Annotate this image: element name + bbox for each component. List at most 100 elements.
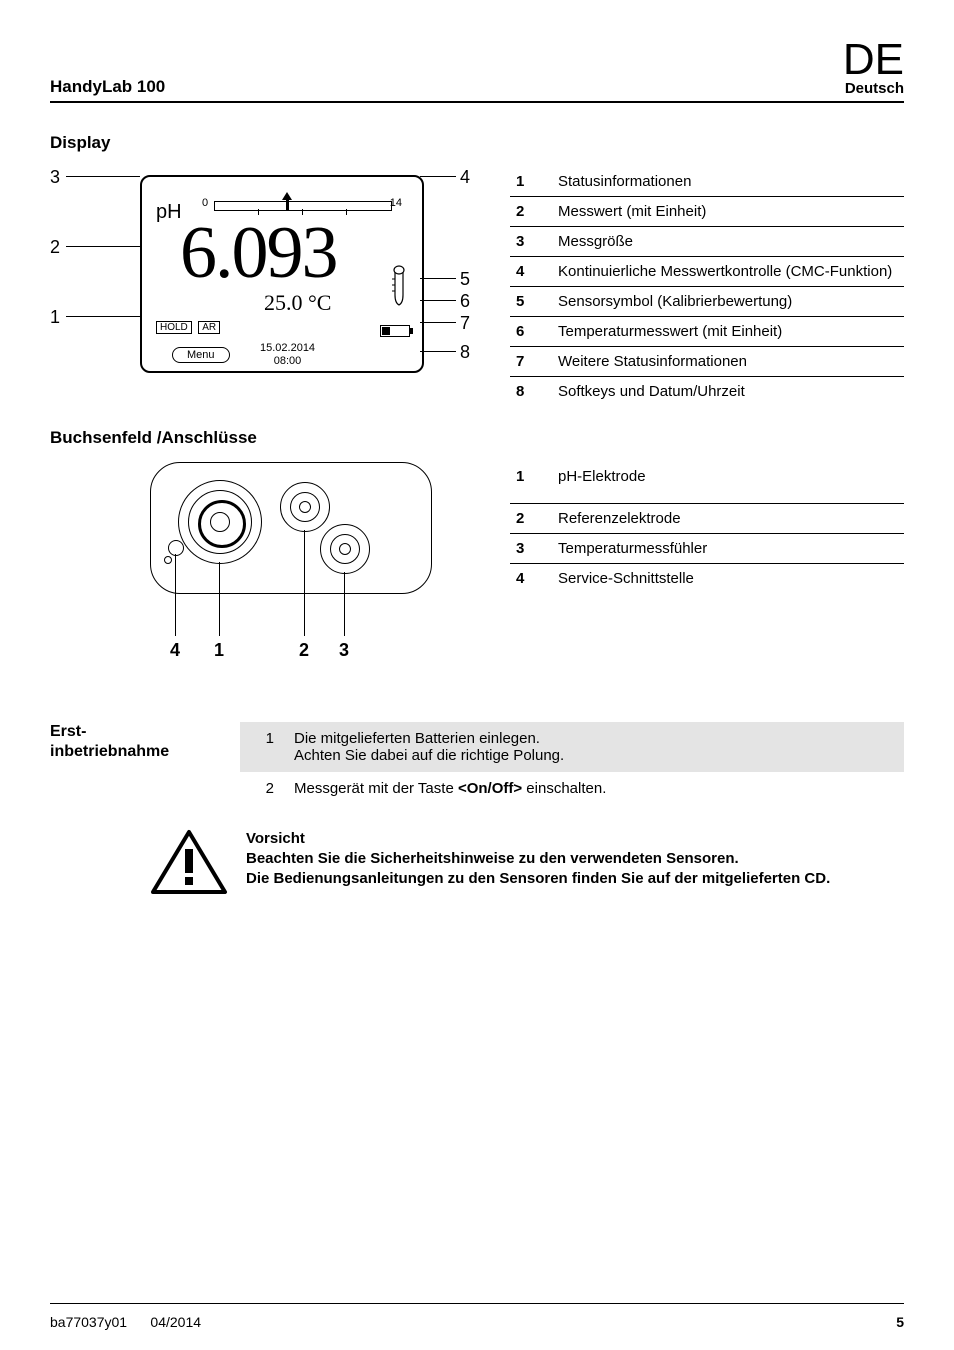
- callout-8: 8: [460, 342, 470, 363]
- dot-icon: [164, 556, 172, 564]
- legend-text: Statusinformationen: [552, 167, 904, 197]
- table-row: 8Softkeys und Datum/Uhrzeit: [510, 376, 904, 406]
- date-text: 15.02.2014: [260, 342, 315, 354]
- legend-num: 8: [510, 376, 552, 406]
- step-text-after: einschalten.: [522, 780, 606, 797]
- leader-line: [420, 322, 456, 323]
- temp-value: 25.0 °C: [264, 290, 331, 316]
- display-figure: 3 2 1 pH 0 14: [50, 167, 480, 397]
- warning-icon: [150, 829, 228, 897]
- scale-arrow-icon: [282, 192, 292, 200]
- erst-label-2: inbetriebnahme: [50, 743, 169, 760]
- callout-3: 3: [50, 167, 60, 188]
- leader-line: [304, 530, 305, 636]
- jack-center: [339, 543, 351, 555]
- callout-6: 6: [460, 291, 470, 312]
- table-row: 1 Die mitgelieferten Batterien einlegen.…: [240, 722, 904, 772]
- page-footer: ba77037y01 04/2014 5: [50, 1303, 904, 1330]
- legend-text: Messgröße: [552, 226, 904, 256]
- scale-track: [214, 201, 392, 211]
- footer-left: ba77037y01 04/2014: [50, 1314, 201, 1330]
- legend-text: Messwert (mit Einheit): [552, 196, 904, 226]
- time-text: 08:00: [274, 355, 302, 367]
- table-row: 7Weitere Statusinformationen: [510, 346, 904, 376]
- conn-label-3: 3: [339, 640, 349, 661]
- scale-marker: [286, 200, 289, 210]
- table-row: 2Referenzelektrode: [510, 503, 904, 533]
- table-row: 2 Messgerät mit der Taste <On/Off> einsc…: [240, 772, 904, 805]
- conn-label-4: 4: [170, 640, 180, 661]
- connector-figure: 4 1 2 3: [150, 462, 450, 672]
- leader-line: [344, 572, 345, 636]
- footer-date: 04/2014: [150, 1314, 201, 1330]
- legend-text: Temperaturmessfühler: [552, 533, 904, 563]
- section-title-connectors: Buchsenfeld /Anschlüsse: [50, 428, 904, 448]
- callout-7: 7: [460, 313, 470, 334]
- legend-num: 1: [510, 167, 552, 197]
- legend-text: pH-Elektrode: [552, 462, 904, 504]
- scale-tick: [346, 209, 347, 215]
- scale-max: 14: [390, 197, 402, 209]
- leader-line: [66, 246, 140, 247]
- footer-doc: ba77037y01: [50, 1314, 127, 1330]
- legend-text: Service-Schnittstelle: [552, 563, 904, 593]
- step-num: 2: [240, 772, 284, 805]
- menu-softkey: Menu: [172, 347, 230, 363]
- warning-line1: Beachten Sie die Sicherheitshinweise zu …: [246, 850, 739, 867]
- callout-2: 2: [50, 237, 60, 258]
- leader-line: [66, 316, 140, 317]
- lang-name: Deutsch: [843, 80, 904, 97]
- legend-num: 4: [510, 256, 552, 286]
- step-num: 1: [240, 722, 284, 772]
- legend-num: 1: [510, 462, 552, 504]
- display-legend-table: 1Statusinformationen 2Messwert (mit Einh…: [510, 167, 904, 406]
- legend-text: Temperaturmesswert (mit Einheit): [552, 316, 904, 346]
- warning-title: Vorsicht: [246, 829, 830, 849]
- legend-num: 7: [510, 346, 552, 376]
- leader-line: [420, 278, 456, 279]
- steps-table: 1 Die mitgelieferten Batterien einlegen.…: [240, 722, 904, 805]
- leader-line: [175, 554, 176, 636]
- legend-num: 6: [510, 316, 552, 346]
- erst-section: Erst- inbetriebnahme 1 Die mitgelieferte…: [50, 722, 904, 805]
- step-text-content: Die mitgelieferten Batterien einlegen. A…: [294, 730, 564, 764]
- table-row: 3Temperaturmessfühler: [510, 533, 904, 563]
- callout-1: 1: [50, 307, 60, 328]
- step-text-before: Messgerät mit der Taste: [294, 780, 458, 797]
- legend-text: Sensorsymbol (Kalibrierbewertung): [552, 286, 904, 316]
- ph-label: pH: [156, 201, 182, 224]
- sensor-icon: [390, 265, 408, 314]
- leader-line: [219, 562, 220, 636]
- legend-num: 5: [510, 286, 552, 316]
- hold-tag: HOLD: [156, 321, 192, 334]
- section-title-display: Display: [50, 133, 904, 153]
- callout-4: 4: [460, 167, 470, 188]
- erst-label: Erst- inbetriebnahme: [50, 722, 220, 764]
- product-name: HandyLab 100: [50, 77, 165, 97]
- leader-line: [66, 176, 140, 177]
- leader-line: [420, 351, 456, 352]
- legend-text: Kontinuierliche Messwertkontrolle (CMC-F…: [552, 256, 904, 286]
- legend-text: Weitere Statusinformationen: [552, 346, 904, 376]
- key-name: <On/Off>: [458, 780, 522, 797]
- legend-num: 4: [510, 563, 552, 593]
- jack-center: [210, 512, 230, 532]
- table-row: 1Statusinformationen: [510, 167, 904, 197]
- status-tags: HOLD AR: [156, 317, 222, 335]
- table-row: 6Temperaturmesswert (mit Einheit): [510, 316, 904, 346]
- warning-line2: Die Bedienungsanleitungen zu den Sensore…: [246, 870, 830, 887]
- step-text: Die mitgelieferten Batterien einlegen. A…: [284, 722, 904, 772]
- warning-text: Vorsicht Beachten Sie die Sicherheitshin…: [246, 829, 830, 890]
- table-row: 2Messwert (mit Einheit): [510, 196, 904, 226]
- legend-num: 3: [510, 226, 552, 256]
- leader-line: [420, 300, 456, 301]
- scale-min: 0: [202, 197, 208, 209]
- main-value: 6.093: [180, 211, 337, 296]
- language-block: DE Deutsch: [843, 40, 904, 97]
- lang-code: DE: [843, 40, 904, 80]
- erst-label-1: Erst-: [50, 723, 86, 740]
- legend-text: Softkeys und Datum/Uhrzeit: [552, 376, 904, 406]
- connector-legend-table: 1pH-Elektrode 2Referenzelektrode 3Temper…: [510, 462, 904, 593]
- conn-label-1: 1: [214, 640, 224, 661]
- legend-num: 2: [510, 196, 552, 226]
